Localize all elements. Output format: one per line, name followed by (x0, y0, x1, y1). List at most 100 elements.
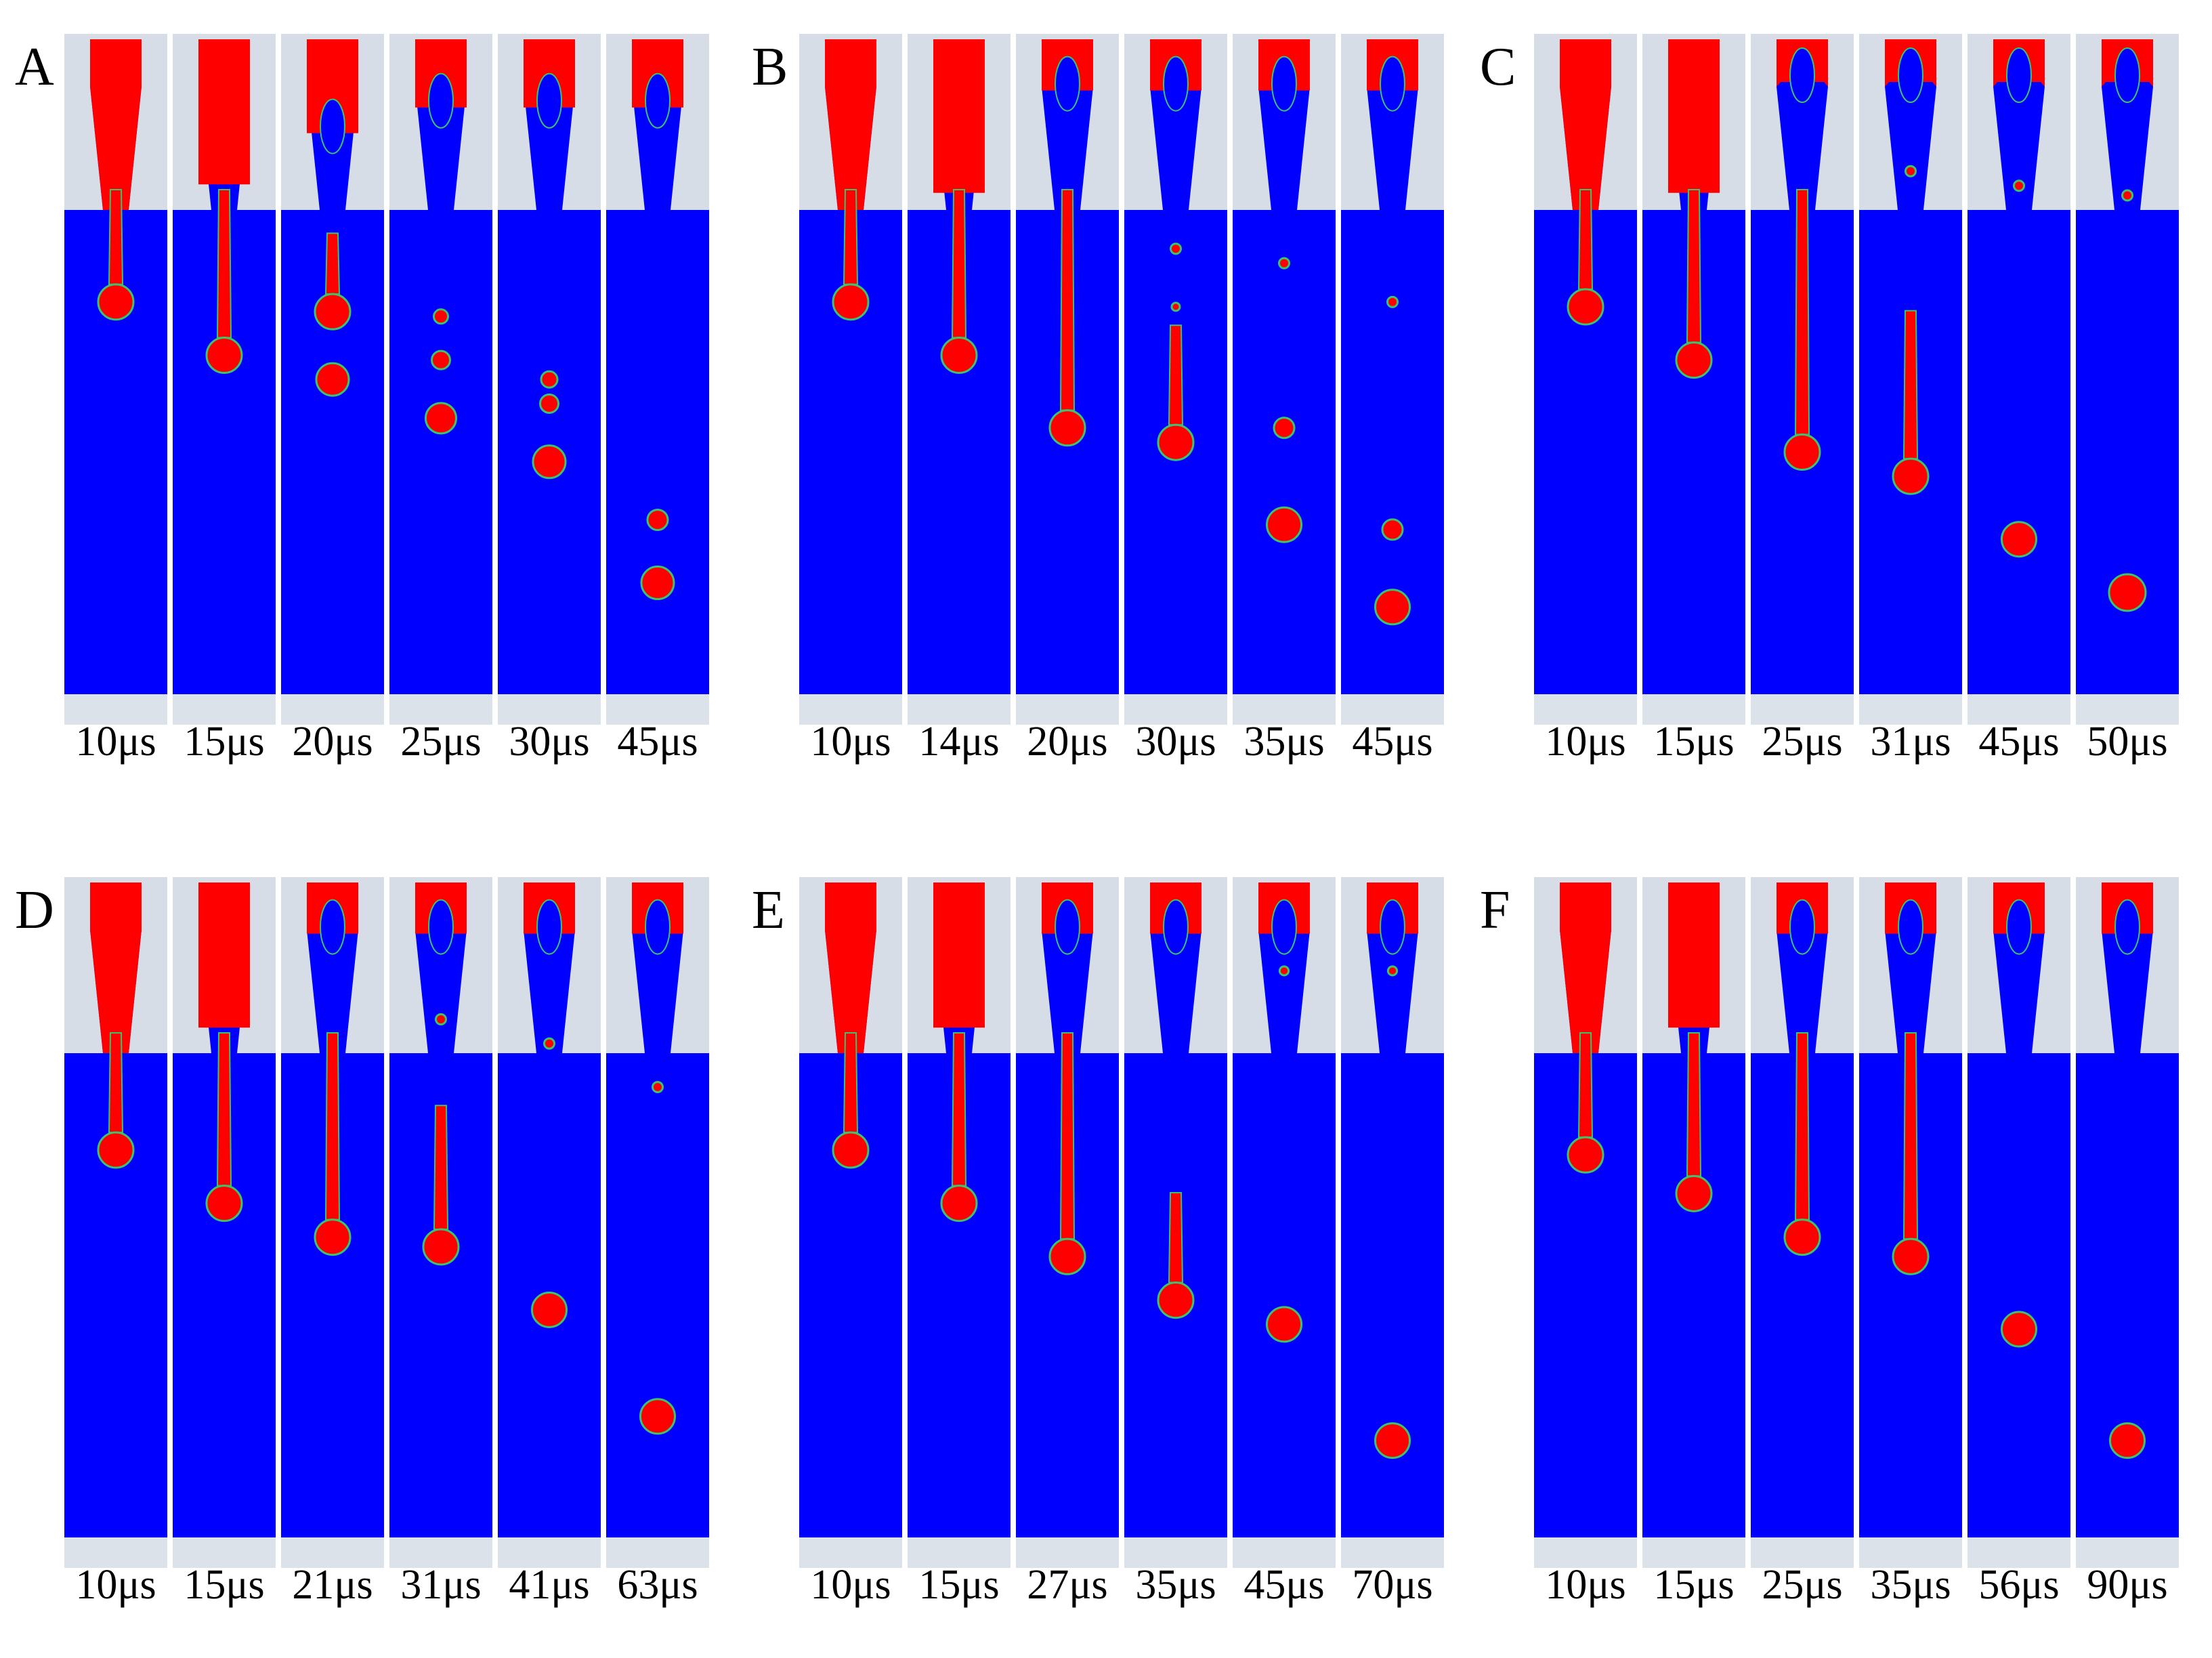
meniscus (645, 899, 671, 955)
frame (389, 877, 492, 1568)
frame (1124, 34, 1227, 725)
droplet (639, 1398, 676, 1435)
meniscus (428, 72, 454, 129)
channel-footer (173, 1537, 276, 1568)
frame (606, 34, 709, 725)
meniscus (1898, 47, 1923, 103)
frame (1751, 34, 1854, 725)
channel-footer (1341, 1537, 1444, 1568)
frame (281, 34, 384, 725)
channel-footer (1968, 694, 2070, 725)
droplet-head (422, 1228, 460, 1266)
frame (281, 877, 384, 1568)
droplet (640, 566, 675, 601)
ligament (843, 1032, 859, 1133)
time-label: 70μs (1352, 1562, 1432, 1608)
panel-letter: E (752, 880, 785, 940)
meniscus (1271, 899, 1297, 955)
time-label: 25μs (1762, 1562, 1842, 1608)
ligament (951, 1032, 967, 1187)
droplet-head (940, 337, 978, 374)
nozzle-ink (1560, 39, 1611, 210)
frame (606, 877, 709, 1568)
meniscus (320, 98, 345, 154)
ligament (1902, 1032, 1919, 1240)
medium-channel (1233, 210, 1336, 694)
panel-d: D 10μs 15μs 21μs 31μs 41μs 63μs (15, 877, 709, 1608)
droplet (2013, 179, 2025, 192)
panel-letter: B (752, 37, 788, 97)
channel-footer (1642, 1537, 1745, 1568)
medium-channel (1968, 1053, 2070, 1537)
frame (1534, 877, 1637, 1568)
time-label: 50μs (2087, 719, 2167, 765)
droplet (540, 370, 559, 389)
droplet-head (205, 1185, 243, 1223)
ligament (1059, 189, 1076, 411)
meniscus (1055, 899, 1080, 955)
channel-footer (2076, 1537, 2179, 1568)
droplet (433, 308, 449, 325)
frame (799, 34, 902, 725)
nozzle-ink (1668, 883, 1720, 1028)
nozzle-ink (825, 39, 876, 210)
ligament (1902, 310, 1919, 460)
ligament (433, 1105, 449, 1230)
frame (1341, 34, 1444, 725)
frame (799, 877, 902, 1568)
ligament (1168, 324, 1184, 426)
droplet (1386, 295, 1399, 308)
meniscus (645, 72, 671, 129)
droplet-head (97, 1131, 135, 1169)
droplet (1273, 417, 1296, 440)
frame (1751, 877, 1854, 1568)
frame (389, 34, 492, 725)
time-label: 10μs (75, 719, 156, 765)
meniscus (536, 72, 562, 129)
droplet (315, 362, 350, 397)
droplet (2121, 189, 2133, 202)
droplet-head (1048, 1237, 1086, 1275)
ligament (216, 189, 232, 339)
droplet-head (1157, 1281, 1195, 1319)
droplet (1374, 1422, 1411, 1459)
meniscus (1055, 56, 1080, 112)
channel-footer (281, 1537, 384, 1568)
frame (1016, 34, 1119, 725)
channel-footer (908, 1537, 1011, 1568)
frame (1124, 877, 1227, 1568)
panel-b: B 10μs 14μs 20μs 30μs 35μs 45μs (752, 34, 1444, 765)
channel-footer (908, 694, 1011, 725)
medium-channel (389, 210, 492, 694)
frame (1859, 877, 1962, 1568)
time-label: 45μs (617, 719, 698, 765)
channel-footer (799, 1537, 902, 1568)
droplet-head (1892, 457, 1930, 495)
panel-letter: A (15, 37, 54, 97)
nozzle-ink (90, 39, 142, 210)
time-label: 25μs (1762, 719, 1842, 765)
droplet-head (97, 283, 135, 321)
droplet (435, 1013, 447, 1025)
ligament (1577, 189, 1594, 290)
meniscus (1789, 899, 1815, 955)
medium-channel (2076, 210, 2179, 694)
channel-footer (1233, 694, 1336, 725)
meniscus (1898, 899, 1923, 955)
meniscus (428, 899, 454, 955)
time-label: 10μs (1545, 1562, 1625, 1608)
channel-footer (389, 1537, 492, 1568)
channel-footer (1751, 1537, 1854, 1568)
frame (1642, 34, 1745, 725)
channel-footer (498, 694, 601, 725)
channel-footer (1859, 694, 1962, 725)
frame (64, 877, 167, 1568)
channel-footer (1534, 1537, 1637, 1568)
frame (64, 34, 167, 725)
time-label: 20μs (292, 719, 373, 765)
time-label: 31μs (400, 1562, 481, 1608)
droplet (2109, 1422, 2146, 1459)
medium-channel (1968, 210, 2070, 694)
frame (498, 34, 601, 725)
ligament (324, 232, 341, 295)
